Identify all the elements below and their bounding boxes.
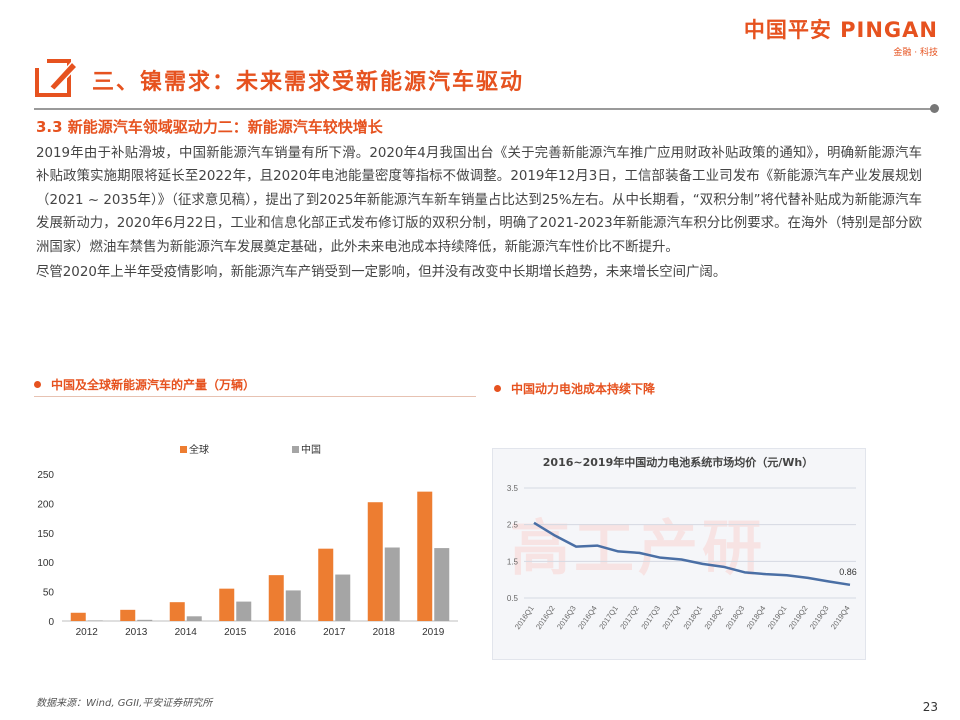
right-chart-caption-text: 中国动力电池成本持续下降 [511,382,656,396]
bar-china [137,619,153,621]
bar-china [285,590,301,621]
x-tick-label: 2018Q4 [745,604,768,631]
bar-global [219,588,235,621]
legend-label: 全球 [189,443,209,456]
bar-china [186,616,202,621]
data-label: 0.86 [839,567,857,577]
x-tick-label: 2016Q1 [513,604,536,631]
chart-title: 2016~2019年中国动力电池系统市场均价（元/Wh） [543,455,813,469]
pencil-note-icon [35,59,78,97]
body-text: 2019年由于补贴滑坡，中国新能源汽车销量有所下滑。2020年4月我国出台《关于… [36,142,922,284]
y-tick-label: 250 [37,470,54,481]
x-tick-label: 2013 [125,627,148,638]
bar-global [268,575,284,621]
x-tick-label: 2018Q1 [681,604,704,631]
paragraph-2: 尽管2020年上半年受疫情影响，新能源汽车产销受到一定影响，但并没有改变中长期增… [36,265,727,281]
caption-rule [34,396,476,397]
data-source: 数据来源：Wind, GGII,平安证券研究所 [36,698,213,709]
left-chart-caption-text: 中国及全球新能源汽车的产量（万辆） [51,378,256,392]
x-tick-label: 2018Q3 [724,604,747,631]
logo-wordmark: 中国平安 PINGAN [743,18,938,42]
legend-swatch [180,446,187,453]
bar-china [434,548,450,621]
bar-global [70,612,86,621]
y-tick-label: 2.5 [507,521,519,530]
x-tick-label: 2017Q2 [618,604,641,631]
y-tick-label: 100 [37,558,54,569]
x-tick-label: 2017Q1 [597,604,620,631]
bar-global [367,502,383,621]
company-logo: 中国平安 PINGAN 金融 · 科技 [744,14,938,58]
x-tick-label: 2019Q2 [787,604,810,631]
y-tick-label: 3.5 [507,484,519,493]
x-tick-label: 2019Q4 [829,604,852,631]
x-tick-label: 2017Q3 [639,604,662,631]
legend-label: 中国 [301,443,321,456]
y-tick-label: 1.5 [507,557,519,566]
production-bar-chart: 0 50 100 150 200 250 2012 2013 2014 2015 2016 2017 2… [37,443,458,638]
bar-global [318,548,334,621]
x-tick-label: 2014 [175,627,198,638]
section-title: 三、镍需求：未来需求受新能源汽车驱动 [92,69,525,95]
right-chart-caption: 中国动力电池成本持续下降 [494,380,655,397]
x-tick-label: 2019Q1 [766,604,789,631]
y-tick-label: 150 [37,529,54,540]
y-tick-label: 50 [43,588,55,599]
divider-dot [930,104,939,113]
x-tick-label: 2015 [224,627,247,638]
y-tick-label: 0 [48,617,54,628]
x-tick-label: 2018 [373,627,396,638]
bar-global [120,609,136,621]
left-chart-caption: 中国及全球新能源汽车的产量（万辆） [34,376,255,393]
page-number: 23 [922,700,938,714]
logo-tagline: 金融 · 科技 [893,48,938,58]
x-tick-label: 2016Q2 [534,604,557,631]
x-tick-label: 2017Q4 [660,604,683,631]
bar-china [384,547,400,621]
battery-cost-chart-image [492,448,866,660]
x-tick-label: 2019Q3 [808,604,831,631]
legend-swatch [292,446,299,453]
bullet-icon [34,381,41,388]
paragraph-1: 2019年由于补贴滑坡，中国新能源汽车销量有所下滑。2020年4月我国出台《关于… [36,146,922,255]
series-line [533,521,851,587]
x-tick-label: 2016 [274,627,297,638]
x-tick-label: 2018Q2 [703,604,726,631]
title-divider [34,108,932,110]
x-tick-label: 2016Q4 [576,604,599,631]
chart-watermark: 高工产研 [510,514,766,584]
y-tick-label: 200 [37,499,54,510]
x-tick-label: 2016Q3 [555,604,578,631]
bullet-icon [494,385,501,392]
bar-global [169,602,185,621]
bar-china [335,574,351,621]
bar-global [417,491,433,621]
y-tick-label: 0.5 [507,594,519,603]
bar-china [236,601,252,621]
battery-cost-line-chart: 2016~2019年中国动力电池系统市场均价（元/Wh） 0.5 1.5 2.5 3.5… [507,455,857,631]
subsection-title: 3.3 新能源汽车领域驱动力二：新能源汽车较快增长 [36,118,383,136]
bar-china [87,620,103,621]
x-tick-label: 2012 [76,627,99,638]
x-tick-label: 2019 [422,627,445,638]
x-tick-label: 2017 [323,627,346,638]
